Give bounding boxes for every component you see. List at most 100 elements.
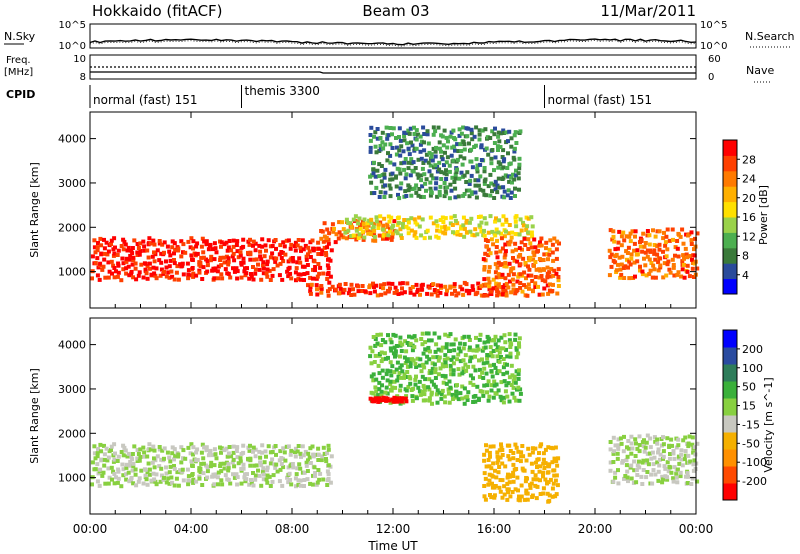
echo-cell — [621, 449, 626, 454]
echo-cell — [488, 345, 493, 350]
echo-cell — [201, 471, 206, 476]
echo-cell — [328, 274, 333, 279]
echo-cell — [399, 181, 404, 186]
echo-cell — [538, 464, 542, 469]
echo-cell — [396, 220, 401, 225]
echo-cell — [372, 235, 377, 239]
echo-cell — [394, 344, 399, 348]
echo-cell — [622, 238, 627, 243]
echo-cell — [512, 377, 517, 382]
echo-cell — [281, 240, 286, 245]
echo-cell — [277, 479, 282, 484]
echo-cell — [412, 233, 417, 238]
echo-cell — [523, 261, 528, 265]
echo-cell — [641, 458, 646, 463]
echo-cell — [683, 246, 688, 251]
echo-cell — [452, 144, 457, 149]
echo-cell — [679, 448, 684, 453]
echo-cell — [131, 464, 136, 469]
echo-cell — [504, 291, 509, 296]
echo-cell — [475, 290, 480, 295]
echo-cell — [685, 481, 690, 485]
echo-cell — [368, 232, 373, 236]
echo-cell — [498, 489, 503, 494]
echo-cell — [490, 129, 495, 134]
echo-cell — [385, 236, 389, 241]
echo-cell — [212, 447, 217, 452]
echo-cell — [162, 269, 166, 274]
echo-cell — [415, 356, 420, 361]
echo-cell — [551, 282, 555, 287]
echo-cell — [556, 278, 561, 283]
echo-cell — [481, 257, 486, 262]
echo-cell — [382, 175, 387, 180]
echo-cell — [235, 239, 240, 244]
echo-cell — [414, 146, 419, 151]
echo-cell — [619, 262, 624, 267]
echo-cell — [360, 219, 365, 224]
echo-cell — [93, 456, 98, 461]
echo-cell — [495, 265, 500, 270]
echo-cell — [653, 275, 658, 280]
echo-cell — [500, 495, 505, 500]
echo-cell — [512, 395, 517, 400]
echo-cell — [112, 457, 117, 462]
echo-cell — [412, 345, 417, 350]
echo-cell — [291, 259, 296, 264]
echo-cell — [489, 181, 494, 186]
echo-cell — [406, 231, 411, 236]
colorbar-tick-label: 8 — [742, 250, 749, 263]
echo-cell — [535, 465, 539, 469]
echo-cell — [381, 236, 385, 241]
echo-cell — [528, 241, 533, 246]
echo-cell — [430, 361, 435, 366]
echo-cell — [448, 134, 453, 139]
echo-cell — [112, 472, 117, 476]
echo-cell — [524, 285, 529, 289]
echo-cell — [410, 335, 415, 340]
echo-cell — [477, 337, 482, 342]
echo-cell — [235, 269, 240, 274]
echo-cell — [136, 452, 141, 456]
echo-cell — [455, 142, 460, 147]
echo-cell — [264, 454, 268, 459]
echo-cell — [310, 238, 315, 243]
echo-cell — [474, 335, 478, 340]
echo-cell — [423, 398, 428, 403]
echo-cell — [417, 379, 422, 384]
echo-cell — [494, 287, 499, 291]
echo-cell — [635, 473, 640, 477]
echo-cell — [251, 265, 255, 269]
echo-cell — [549, 267, 554, 271]
echo-cell — [486, 458, 491, 462]
echo-cell — [394, 152, 399, 157]
echo-cell — [550, 486, 555, 491]
cpid-segment-label: normal (fast) 151 — [548, 93, 652, 107]
echo-cell — [168, 464, 173, 469]
echo-cell — [514, 398, 519, 403]
echo-cell — [220, 482, 225, 487]
echo-cell — [301, 247, 306, 252]
echo-cell — [372, 399, 377, 404]
echo-cell — [619, 272, 624, 277]
echo-cell — [121, 453, 126, 458]
echo-cell — [410, 394, 415, 399]
echo-cell — [469, 216, 474, 221]
echo-cell — [343, 282, 348, 286]
echo-cell — [459, 170, 464, 175]
echo-cell — [288, 477, 293, 482]
echo-cell — [205, 259, 210, 264]
echo-cell — [649, 261, 654, 265]
echo-cell — [402, 218, 407, 222]
echo-cell — [453, 195, 458, 200]
echo-cell — [608, 447, 613, 452]
echo-cell — [475, 232, 480, 237]
echo-cell — [316, 252, 321, 256]
echo-cell — [624, 234, 629, 239]
colorbar-tick-label: -100 — [742, 456, 767, 469]
echo-cell — [170, 451, 175, 456]
echo-cell — [379, 350, 384, 355]
echo-cell — [529, 245, 534, 250]
echo-cell — [278, 261, 283, 266]
